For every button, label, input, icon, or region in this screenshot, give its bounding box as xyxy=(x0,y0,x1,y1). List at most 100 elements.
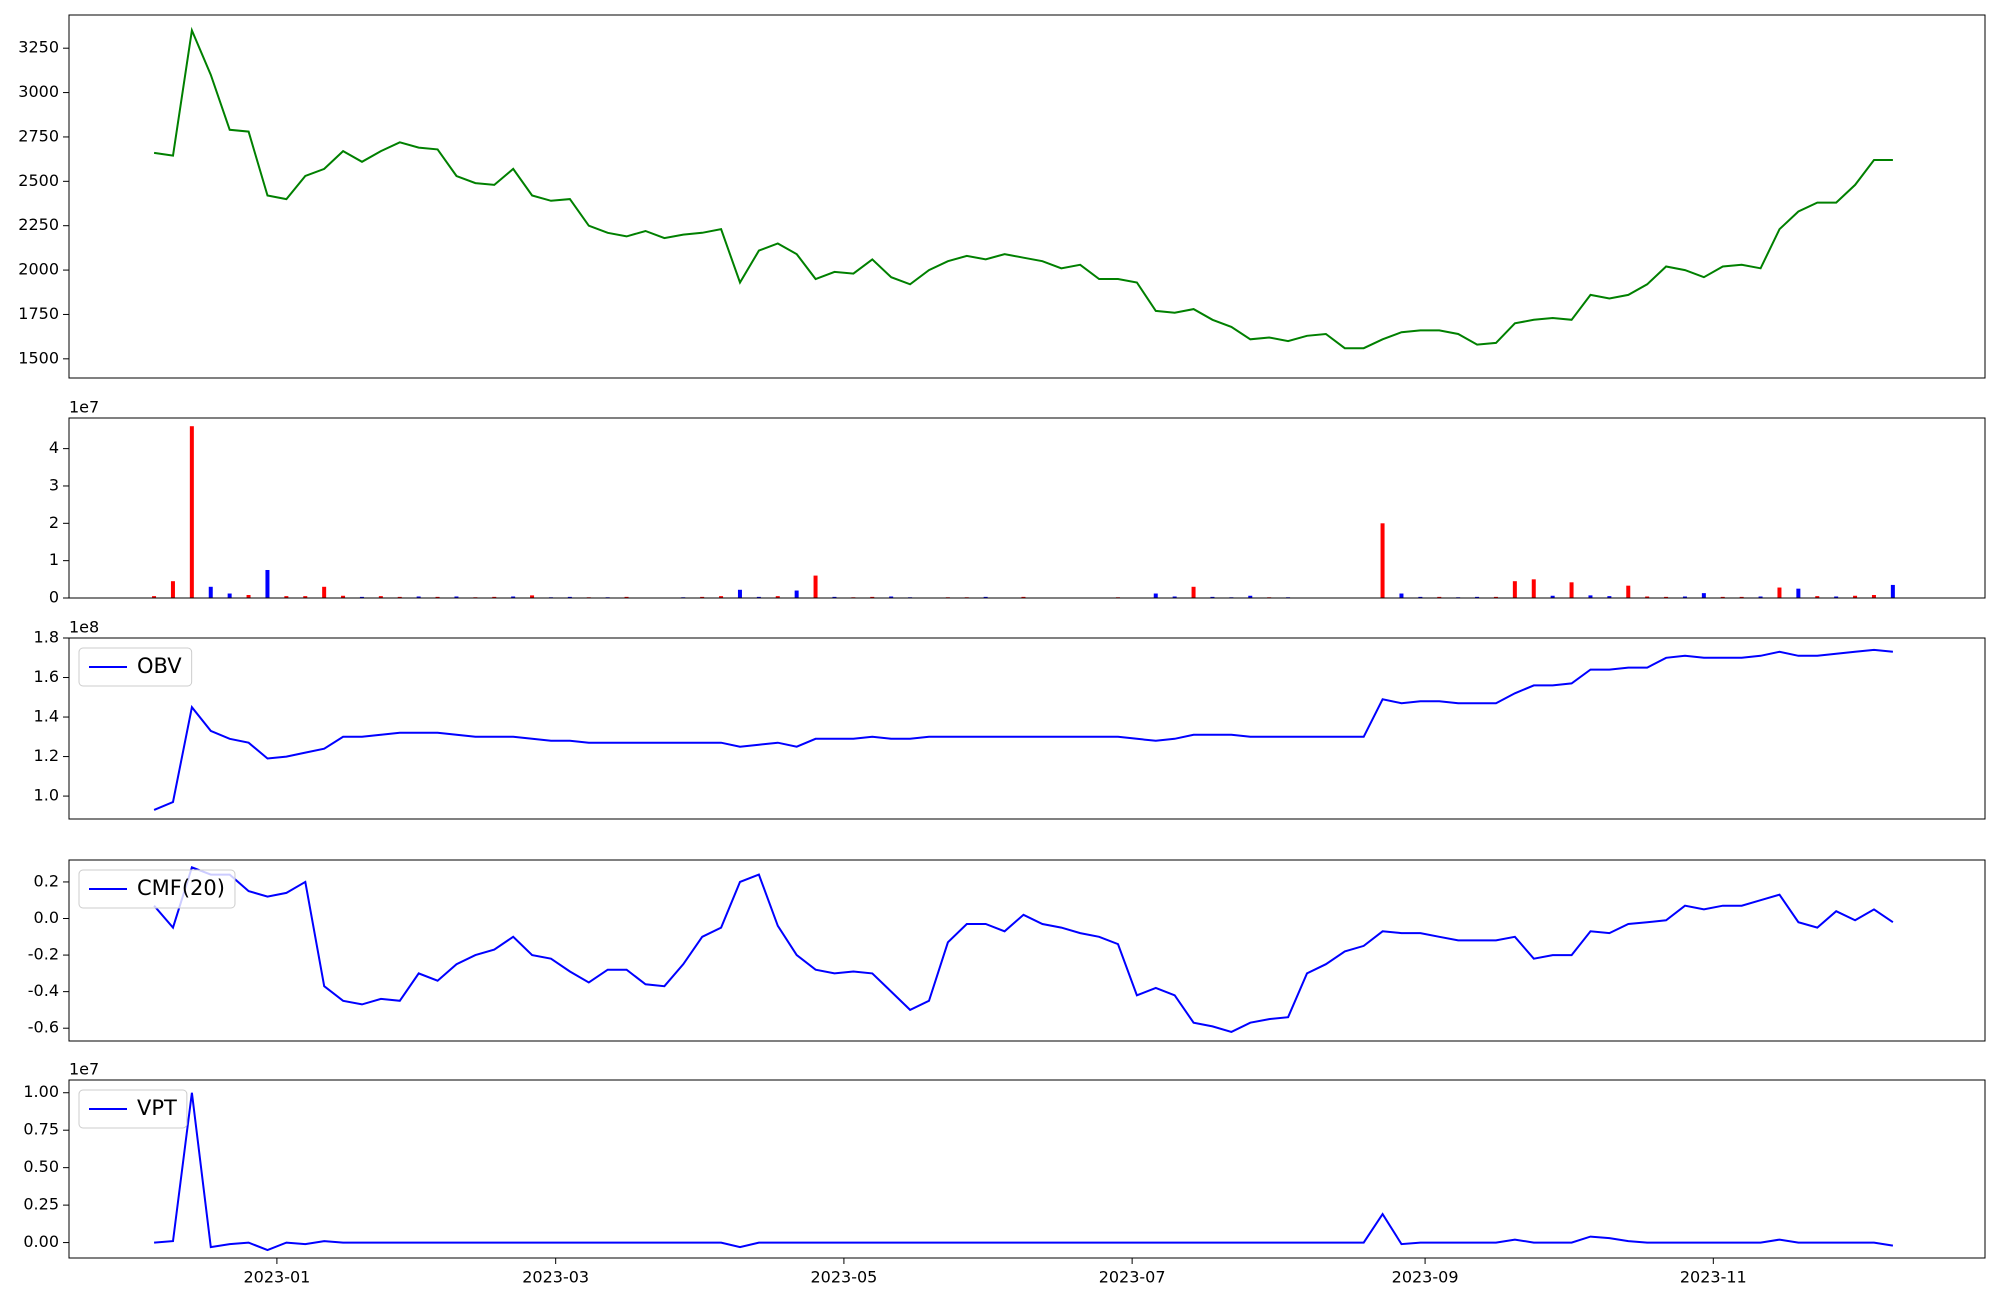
legend-box xyxy=(78,869,236,909)
y-tick-label: 0.00 xyxy=(23,1232,59,1251)
bar xyxy=(322,586,327,598)
y-tick-label: 1.6 xyxy=(34,667,59,686)
bar xyxy=(1380,523,1385,598)
bar xyxy=(1607,596,1612,598)
offset-text: 1e8 xyxy=(69,618,99,637)
bar xyxy=(700,596,705,598)
bar xyxy=(1512,581,1517,598)
bar xyxy=(1493,596,1498,598)
y-tick-label: 2 xyxy=(49,513,59,532)
y-tick-label: 0.75 xyxy=(23,1120,59,1139)
y-tick-label: 1.8 xyxy=(34,628,59,647)
bar xyxy=(737,589,742,598)
bar xyxy=(1191,586,1196,598)
bar xyxy=(1664,596,1669,598)
y-tick-label: 1.0 xyxy=(34,786,59,805)
x-tick-label: 2023-09 xyxy=(1392,1268,1459,1287)
x-tick-label: 2023-03 xyxy=(522,1268,589,1287)
y-tick-label: 0.0 xyxy=(34,908,59,927)
bar xyxy=(1758,596,1763,598)
bar xyxy=(1701,593,1706,598)
y-tick-label: -0.2 xyxy=(28,945,59,964)
x-tick-label: 2023-07 xyxy=(1099,1268,1166,1287)
bar xyxy=(170,581,175,598)
bar xyxy=(208,586,213,598)
bar xyxy=(1682,596,1687,598)
bar xyxy=(341,595,346,598)
legend-label: VPT xyxy=(137,1096,177,1120)
bar xyxy=(1021,596,1026,598)
bar xyxy=(1645,596,1650,598)
bar xyxy=(1777,587,1782,598)
plot-frame xyxy=(68,637,1986,820)
bar xyxy=(1437,596,1442,598)
bar xyxy=(1796,588,1801,598)
y-tick-label: -0.6 xyxy=(28,1018,59,1037)
bar xyxy=(152,596,157,598)
y-tick-label: -0.4 xyxy=(28,981,59,1000)
y-tick-label: 2500 xyxy=(18,171,59,190)
y-tick-label: 1.2 xyxy=(34,746,59,765)
bar xyxy=(530,595,535,598)
bar xyxy=(794,590,799,598)
bar xyxy=(1569,582,1574,598)
legend-label: OBV xyxy=(137,654,182,678)
legend-label: CMF(20) xyxy=(137,876,225,900)
bar xyxy=(567,596,572,598)
bar xyxy=(1399,593,1404,598)
y-tick-label: 0.50 xyxy=(23,1157,59,1176)
bar xyxy=(1890,584,1895,598)
offset-text: 1e7 xyxy=(69,1060,99,1079)
bar xyxy=(624,596,629,598)
x-tick-label: 2023-05 xyxy=(810,1268,877,1287)
bar xyxy=(813,575,818,598)
y-tick-label: 0.25 xyxy=(23,1195,59,1214)
y-tick-label: 3 xyxy=(49,475,59,494)
y-tick-label: 0 xyxy=(49,588,59,607)
bar xyxy=(359,596,364,598)
y-tick-label: 0.2 xyxy=(34,871,59,890)
bar xyxy=(983,596,988,598)
bar xyxy=(719,596,724,598)
bar xyxy=(416,596,421,598)
bar xyxy=(1834,596,1839,598)
bar xyxy=(284,596,289,598)
bar xyxy=(1550,595,1555,598)
bar xyxy=(1248,595,1253,598)
y-tick-label: 1 xyxy=(49,550,59,569)
bar xyxy=(775,596,780,598)
bar xyxy=(1626,585,1631,598)
bar xyxy=(492,596,497,598)
bar xyxy=(511,596,516,598)
y-tick-label: 3000 xyxy=(18,82,59,101)
line xyxy=(154,1092,1894,1252)
bar xyxy=(1153,593,1158,598)
bar xyxy=(1853,595,1858,598)
line xyxy=(153,26,1893,350)
bar xyxy=(265,569,270,598)
y-tick-label: 1750 xyxy=(18,304,59,323)
x-tick-label: 2023-11 xyxy=(1680,1268,1747,1287)
bar xyxy=(227,593,232,598)
bar xyxy=(397,596,402,598)
legend-box xyxy=(78,1089,188,1129)
legend-box xyxy=(78,647,193,687)
y-tick-label: 1.4 xyxy=(34,707,59,726)
bar xyxy=(1588,595,1593,598)
y-tick-label: 2250 xyxy=(18,215,59,234)
bar xyxy=(870,596,875,598)
line xyxy=(153,648,1894,811)
bar xyxy=(756,596,761,598)
plot-frame xyxy=(68,417,1986,599)
plot-frame xyxy=(68,14,1986,379)
y-tick-label: 3250 xyxy=(18,38,59,57)
bar xyxy=(1871,595,1876,598)
bar xyxy=(1418,596,1423,598)
offset-text: 1e7 xyxy=(69,398,99,417)
bar xyxy=(1172,596,1177,598)
bar xyxy=(435,596,440,598)
y-tick-label: 2750 xyxy=(18,126,59,145)
bar xyxy=(889,596,894,598)
bar xyxy=(1720,596,1725,598)
bar xyxy=(832,596,837,598)
